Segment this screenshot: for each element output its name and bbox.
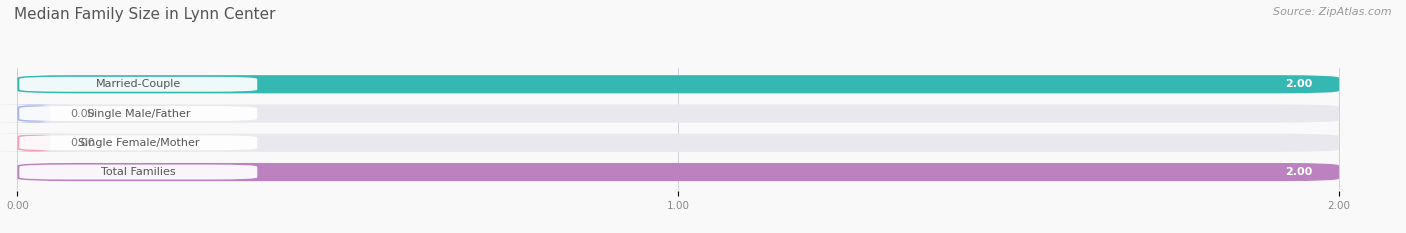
FancyBboxPatch shape [17,104,1339,123]
FancyBboxPatch shape [17,163,1339,181]
Text: 2.00: 2.00 [1285,167,1313,177]
FancyBboxPatch shape [0,134,77,152]
FancyBboxPatch shape [17,75,1339,93]
Text: 0.00: 0.00 [70,109,94,119]
FancyBboxPatch shape [20,77,257,92]
Text: Source: ZipAtlas.com: Source: ZipAtlas.com [1274,7,1392,17]
Text: Married-Couple: Married-Couple [96,79,181,89]
Text: Single Male/Father: Single Male/Father [87,109,190,119]
FancyBboxPatch shape [17,75,1339,93]
Text: Median Family Size in Lynn Center: Median Family Size in Lynn Center [14,7,276,22]
Text: Total Families: Total Families [101,167,176,177]
FancyBboxPatch shape [20,135,257,150]
Text: 0.00: 0.00 [70,138,94,148]
FancyBboxPatch shape [20,164,257,179]
Text: Single Female/Mother: Single Female/Mother [77,138,200,148]
FancyBboxPatch shape [17,163,1339,181]
FancyBboxPatch shape [0,104,77,123]
FancyBboxPatch shape [17,134,1339,152]
FancyBboxPatch shape [20,106,257,121]
Text: 2.00: 2.00 [1285,79,1313,89]
